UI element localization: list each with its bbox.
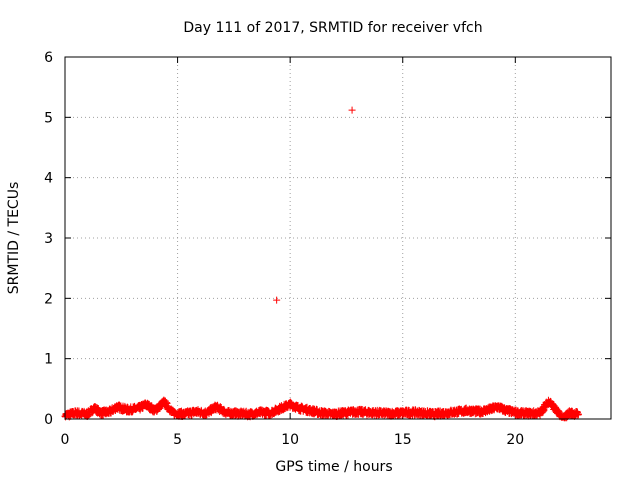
grid	[65, 57, 611, 419]
x-tick-label: 5	[173, 432, 182, 448]
plot-frame	[64, 56, 612, 420]
y-tick-label: 5	[44, 110, 53, 126]
x-tick-label: 20	[506, 432, 524, 448]
y-axis-label: SRMTID / TECUs	[6, 182, 22, 295]
outlier-point	[273, 296, 281, 304]
chart-title: Day 111 of 2017, SRMTID for receiver vfc…	[183, 20, 482, 36]
y-tick-label: 0	[44, 412, 53, 428]
data-points	[61, 106, 582, 422]
y-tick-label: 1	[44, 352, 53, 368]
outlier-point	[348, 106, 356, 114]
y-tick-label: 6	[44, 50, 53, 66]
y-tick-label: 4	[44, 171, 53, 187]
y-tick-label: 2	[44, 291, 53, 307]
tick-labels: 0 5 10 15 20 0 1 2 3 4 5 6	[44, 50, 524, 448]
x-tick-label: 10	[281, 432, 299, 448]
data-point	[574, 410, 582, 418]
x-axis-label: GPS time / hours	[275, 459, 392, 475]
x-tick-label: 15	[394, 432, 412, 448]
x-tick-label: 0	[61, 432, 70, 448]
y-tick-label: 3	[44, 231, 53, 247]
